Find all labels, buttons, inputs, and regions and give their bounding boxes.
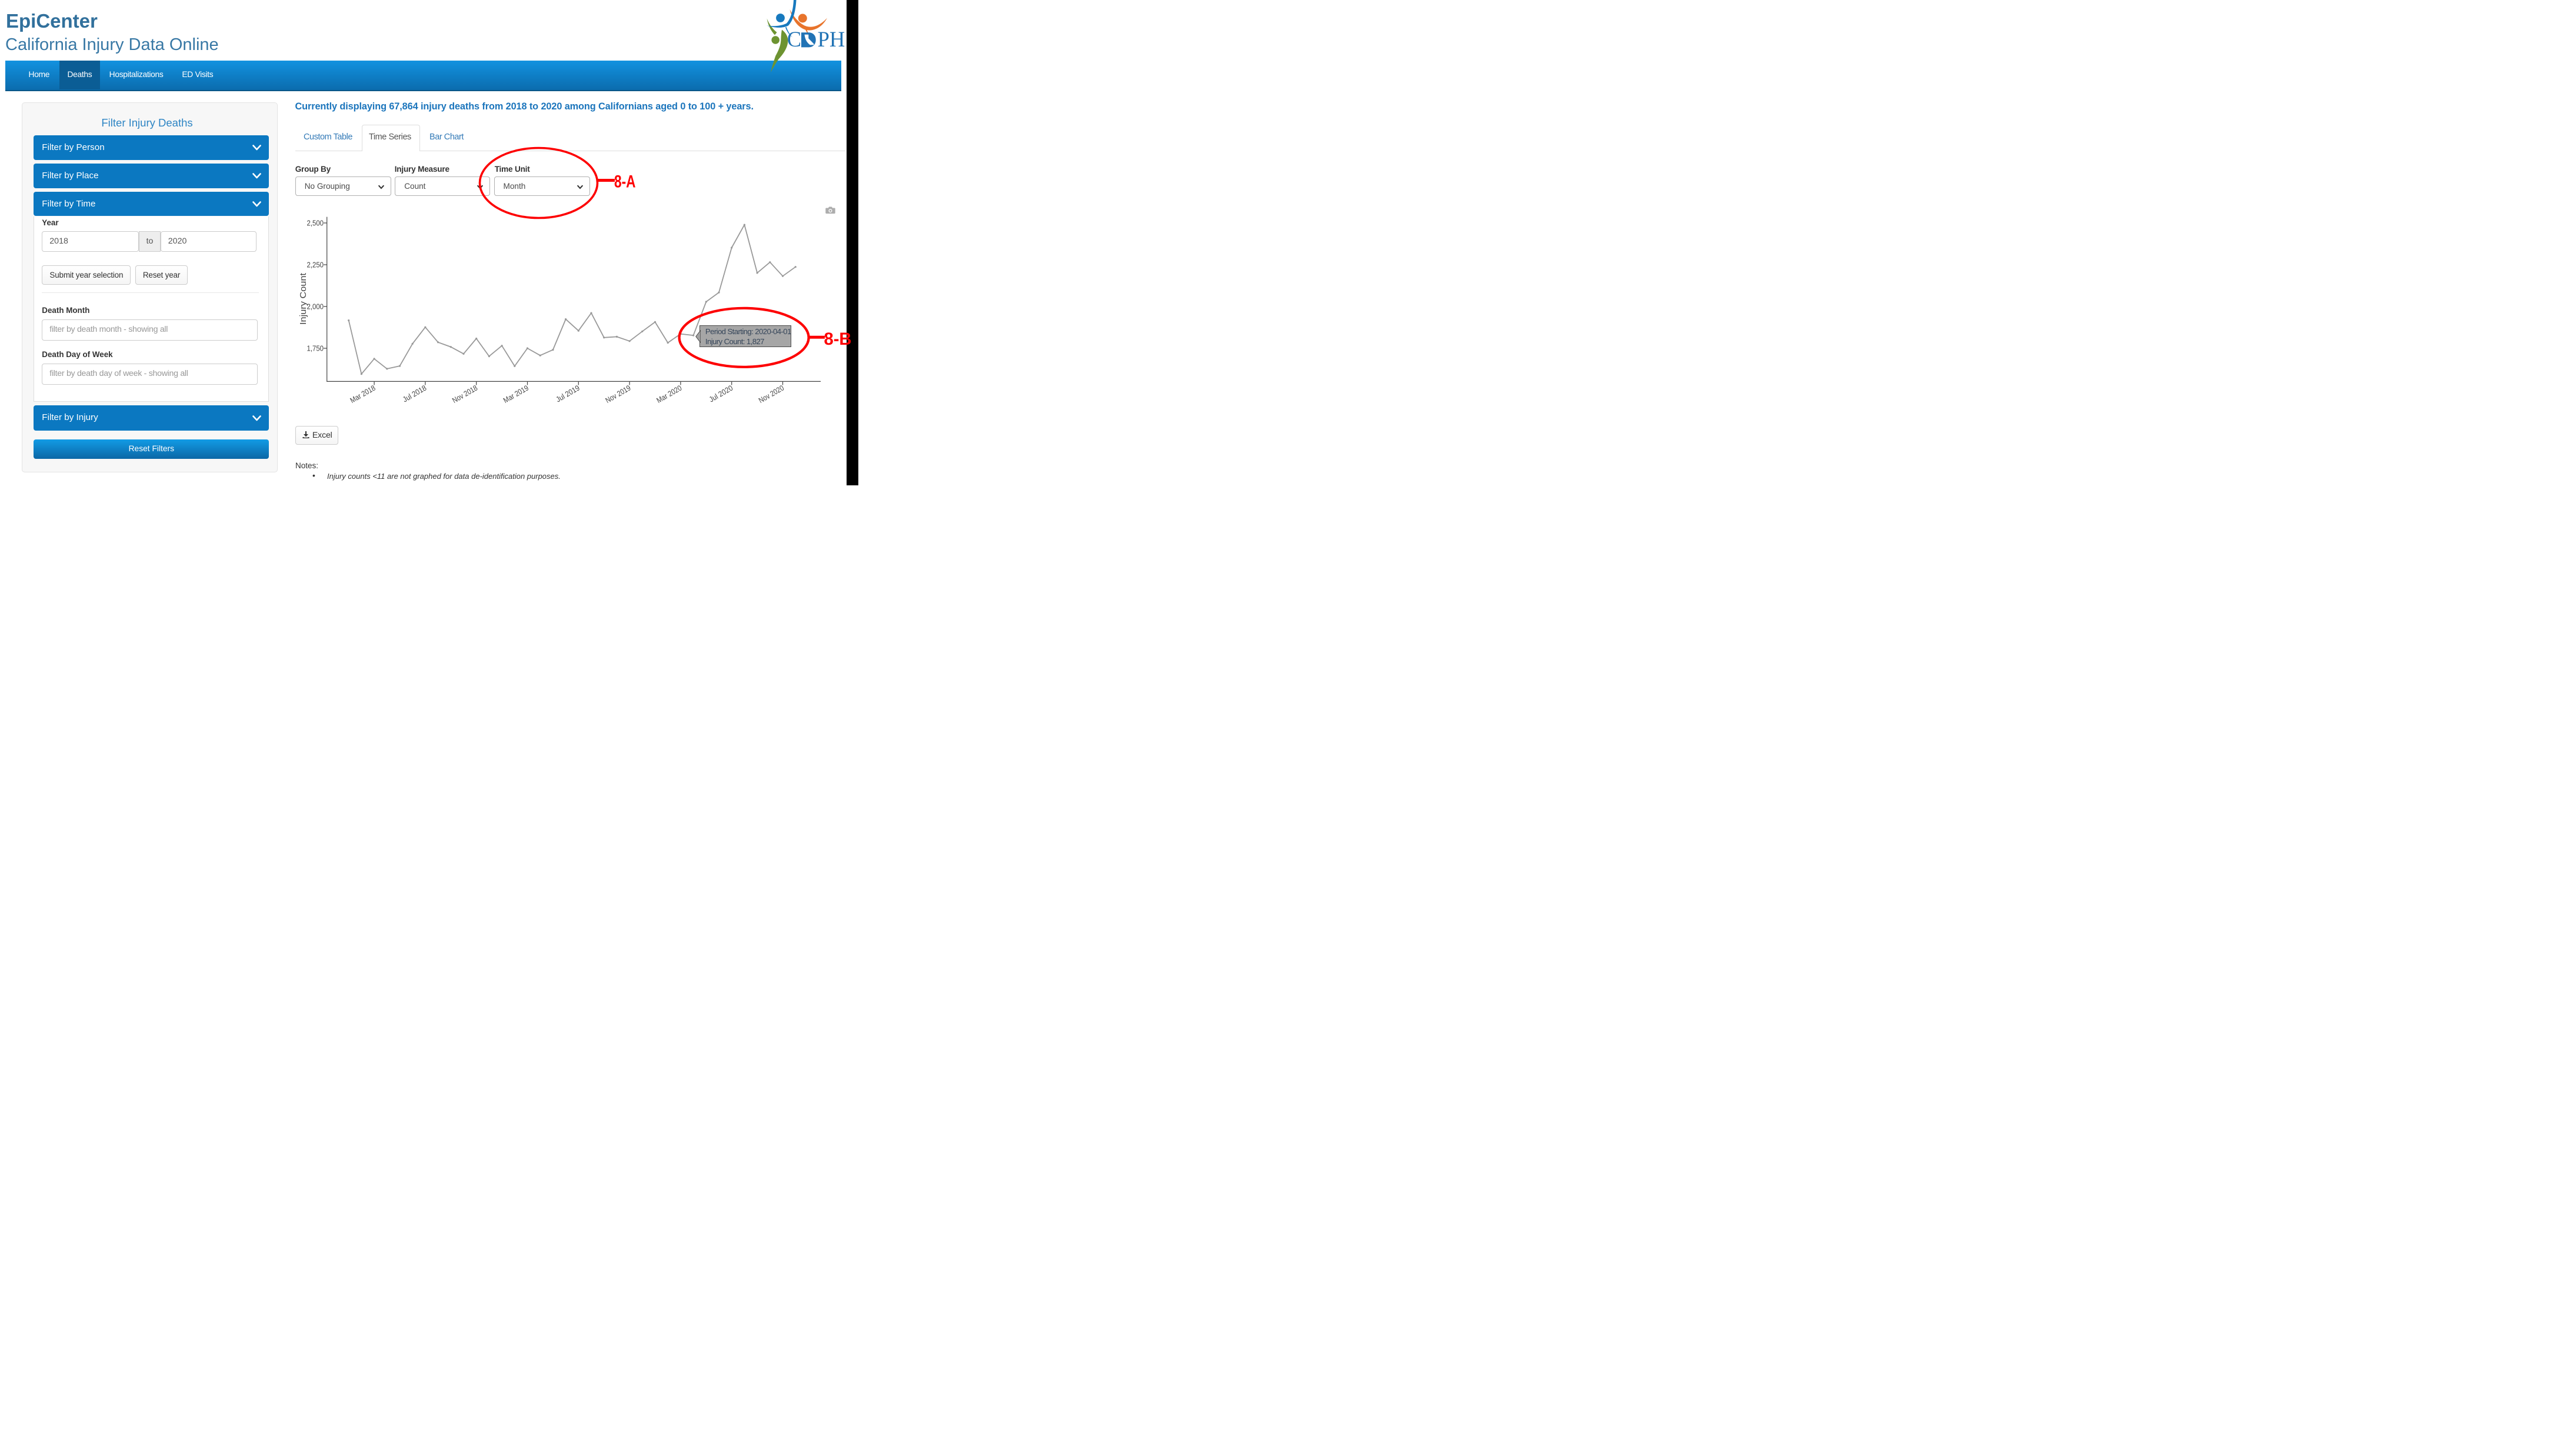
svg-text:Nov 2020: Nov 2020 [757, 384, 785, 405]
svg-text:PH: PH [818, 27, 845, 51]
svg-text:Nov 2019: Nov 2019 [604, 384, 632, 405]
svg-text:Mar 2020: Mar 2020 [655, 384, 683, 405]
svg-text:Injury Count: Injury Count [298, 272, 308, 325]
svg-text:2,500: 2,500 [307, 219, 324, 228]
svg-text:Jul 2020: Jul 2020 [708, 384, 735, 404]
svg-text:2,250: 2,250 [307, 261, 324, 269]
svg-text:C: C [787, 27, 801, 51]
svg-text:1,750: 1,750 [307, 344, 324, 353]
svg-text:Mar 2019: Mar 2019 [502, 384, 530, 405]
svg-text:2,000: 2,000 [307, 302, 324, 311]
svg-text:Nov 2018: Nov 2018 [451, 384, 479, 405]
svg-text:8-A: 8-A [614, 172, 636, 192]
svg-text:Jul 2019: Jul 2019 [554, 384, 581, 404]
svg-text:Mar 2018: Mar 2018 [348, 384, 377, 405]
svg-text:Jul 2018: Jul 2018 [401, 384, 428, 404]
